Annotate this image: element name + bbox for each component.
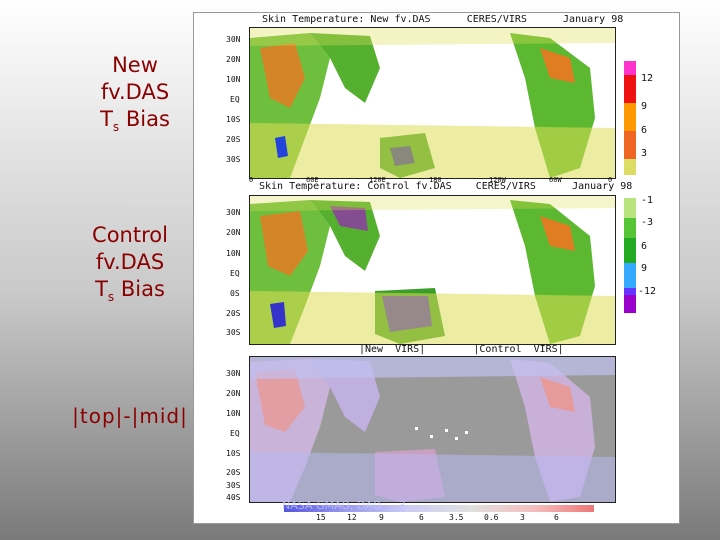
bottom-scale-1: 12 [347,513,357,522]
lower-swatch-5 [624,295,636,313]
bottom-scale-5: 0.6 [484,513,499,522]
upper-cb-label-2: 6 [641,125,648,136]
new-label-line3: Ts Bias [100,107,170,135]
top-lon-5: 60W [549,176,562,184]
bot-lat-0: 30N [226,369,241,378]
upper-swatch-0 [624,61,636,75]
mid-lat-3: EQ [230,269,240,278]
new-fvdas-label: New fv.DAS Ts Bias [70,52,200,141]
mid-lat-2: 10N [226,249,241,258]
top-map [249,27,616,179]
top-lat-2: 10N [226,75,241,84]
bot-lat-2: 10N [226,409,241,418]
top-lat-0: 30N [226,35,241,44]
lower-cb-label-1: -3 [641,217,654,228]
top-lon-3: 180 [429,176,442,184]
upper-swatch-1 [624,75,636,103]
top-lat-5: 20S [226,135,241,144]
mid-lat-1: 20N [226,228,241,237]
bottom-scale-7: 6 [554,513,559,522]
top-lon-1: 60E [306,176,319,184]
mid-map [249,195,616,345]
bottom-scale-6: 3 [520,513,525,522]
lower-swatch-0 [624,198,636,218]
control-fvdas-label: Control fv.DAS Ts Bias [60,222,200,311]
bot-lat-3: EQ [230,429,240,438]
upper-cb-label-0: 12 [641,73,654,84]
mid-panel-title: Skin Temperature: Control fv.DAS CERES/V… [259,181,633,192]
upper-swatch-3 [624,131,636,159]
mid-lat-5: 20S [226,309,241,318]
control-label-line2: fv.DAS [95,250,165,274]
top-lat-4: 10S [226,115,241,124]
top-lon-6: 0 [608,176,613,184]
bot-lat-6: 30S [226,481,241,490]
upper-cb-label-1: 9 [641,101,648,112]
lower-cb-label-0: -1 [641,195,654,206]
bottom-panel-title: |New VIRS| |Control VIRS| [359,344,564,355]
bottom-colorbar [284,505,594,512]
upper-cb-label-3: 3 [641,148,648,159]
top-lon-0: 0 [249,176,254,184]
bottom-scale-2: 9 [379,513,384,522]
new-label-line1: New [112,53,158,77]
mid-lat-0: 30N [226,208,241,217]
top-panel-title: Skin Temperature: New fv.DAS CERES/VIRS … [262,14,624,25]
upper-swatch-2 [624,103,636,131]
bottom-scale-0: 15 [316,513,326,522]
lower-cb-label-3: 9 [641,263,648,274]
upper-swatch-4 [624,159,636,175]
bottom-scale-4: 3.5 [449,513,464,522]
bias-map-figure: Skin Temperature: New fv.DAS CERES/VIRS … [193,12,680,524]
lower-swatch-2 [624,238,636,263]
bottom-map [249,356,616,503]
lower-swatch-1 [624,218,636,238]
lower-cb-label-2: 6 [641,241,648,252]
new-label-line2: fv.DAS [100,80,170,104]
lower-swatch-3 [624,263,636,288]
watermark-text: NASA GMAO, DAO ... 3 [282,499,406,512]
control-label-line1: Control [92,223,168,247]
bot-lat-7: 40S [226,493,241,502]
lower-cb-label-4: -12 [638,286,657,297]
top-lat-1: 20N [226,55,241,64]
difference-label: |top|-|mid| [72,404,188,428]
top-lon-4: 120W [489,176,506,184]
top-lat-6: 30S [226,155,241,164]
control-label-line3: Ts Bias [95,277,165,305]
top-lon-2: 120E [369,176,386,184]
bottom-scale-3: 6 [419,513,424,522]
bot-lat-4: 10S [226,449,241,458]
mid-lat-6: 30S [226,328,241,337]
bot-lat-5: 20S [226,468,241,477]
bot-lat-1: 20N [226,389,241,398]
mid-lat-4: 0S [230,289,240,298]
top-lat-3: EQ [230,95,240,104]
